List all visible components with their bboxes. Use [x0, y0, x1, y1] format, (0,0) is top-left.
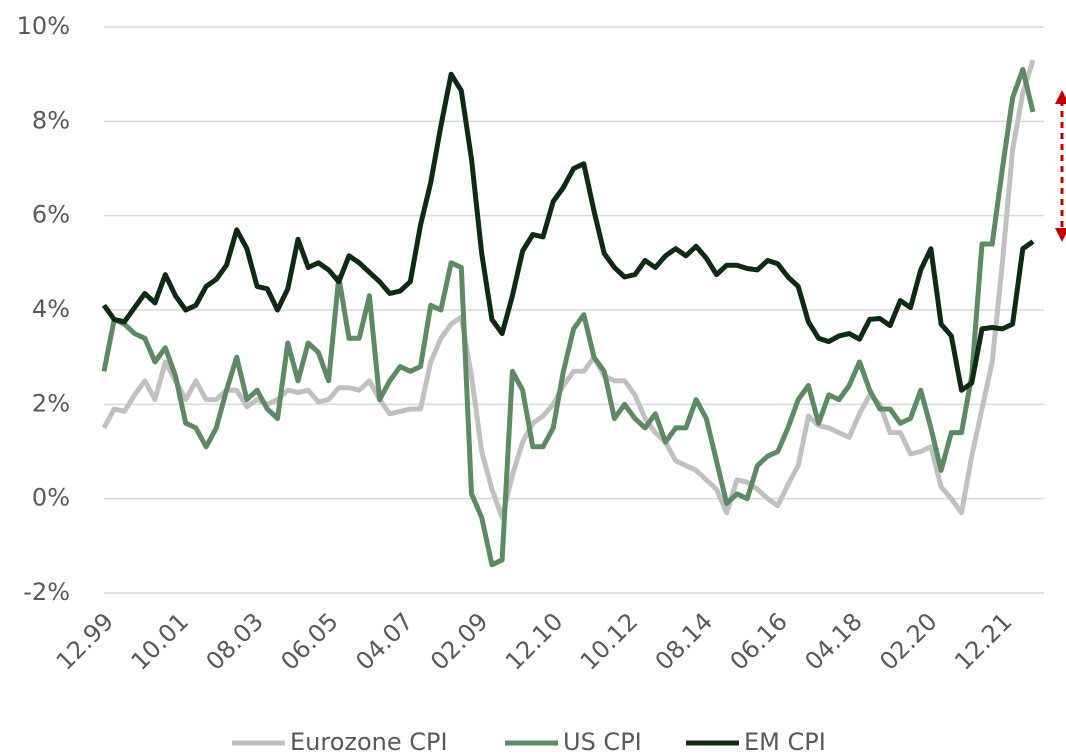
y-tick-label: 2% [32, 389, 70, 417]
series-line [101, 67, 1036, 568]
grid [104, 26, 1044, 594]
x-tick-label: 12.10 [500, 607, 568, 675]
y-tick-label: 6% [32, 201, 70, 229]
y-tick-label: 4% [32, 295, 70, 323]
y-tick-label: 10% [17, 12, 70, 40]
x-tick-label: 08.14 [650, 607, 718, 675]
x-tick-label: 12.21 [949, 607, 1017, 675]
legend-label: US CPI [563, 728, 642, 756]
x-tick-label: 04.18 [799, 607, 867, 675]
x-tick-label: 06.16 [725, 607, 793, 675]
y-tick-label: 8% [32, 106, 70, 134]
x-tick-label: 02.20 [874, 607, 942, 675]
x-tick-label: 10.01 [126, 607, 194, 675]
legend-label: Eurozone CPI [290, 728, 448, 756]
legend-label: EM CPI [744, 728, 826, 756]
series-line [101, 59, 1036, 520]
x-tick-label: 10.12 [575, 607, 643, 675]
legend: Eurozone CPI US CPI EM CPI [232, 728, 826, 756]
x-tick-label: 12.99 [51, 607, 119, 675]
series-line [101, 71, 1035, 393]
x-tick-label: 08.03 [201, 607, 269, 675]
y-tick-label: -2% [23, 578, 70, 606]
x-tick-label: 02.09 [425, 607, 493, 675]
x-tick-label: 04.07 [350, 607, 418, 675]
x-tick-label: 06.05 [275, 607, 343, 675]
y-tick-label: 0% [32, 484, 70, 512]
annotation-arrow [1055, 90, 1066, 242]
